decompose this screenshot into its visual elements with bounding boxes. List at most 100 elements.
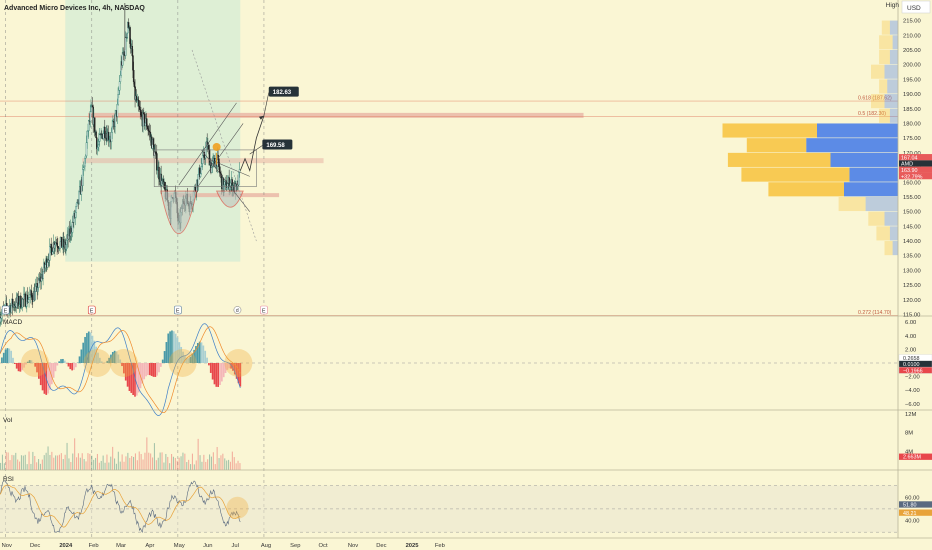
volume-profile-bar-down [884,94,898,109]
volume-profile-bar-down [892,241,898,256]
candle-body [207,145,210,150]
rsi-pane[interactable]: 60.00 40.00 51.80 48.21 [0,480,932,534]
volume-bar [153,443,155,470]
y-tick-label: 145.00 [903,224,921,230]
volume-bar [5,452,7,470]
macd-histogram-bar [78,356,81,363]
volume-bar [212,452,214,470]
volume-bar [81,453,83,470]
earnings-badge-label: E [176,308,180,314]
target-badge [268,86,299,97]
x-tick-label: Dec [376,543,386,549]
projection-arrowhead [258,115,264,120]
candle-body [129,27,131,44]
macd-histogram-bar [148,363,151,376]
y-tick-label: 210.00 [903,33,921,39]
vol-tick-label: 8M [905,431,913,437]
volume-bar [148,452,150,470]
volume-bar [7,452,9,470]
volume-bar [195,460,197,470]
volume-bar [239,463,241,470]
macd-pane[interactable]: 6.00 4.00 2.00 −2.00 −4.00 −6.00 0.26580.0100−… [0,320,932,416]
volume-bar [55,455,57,470]
candle-body [156,153,158,171]
candle-body [138,100,140,107]
candle-body [89,111,92,122]
macd-histogram-bar [119,359,122,363]
volume-bar [182,452,184,470]
candle-body [85,142,88,157]
macd-histogram-bar [156,363,159,376]
target-value: 169.58 [266,143,285,149]
candle-body [138,106,141,110]
volume-profile-bar-up [879,79,888,94]
y-tick-label: 190.00 [903,92,921,98]
channel-line-upper [178,102,237,186]
volume-profile-bar-down [889,108,898,123]
macd-histogram-bar [145,363,147,377]
volume-bar [193,464,195,470]
volume-profile-bar-up [741,167,850,182]
volume-profile-bar-down [889,49,898,65]
candle-body [226,187,228,191]
macd-histogram-bar [69,363,72,370]
volume-bar [34,456,36,470]
time-axis[interactable]: Nov Dec 2024 Feb Mar Apr May Jun Jul Aug Sep Oct Nov… [2,543,445,549]
volume-bar [117,451,119,470]
price-pane[interactable]: 0.5 (182.30) 0.618 (187.62) 0.272 (114.70)… [0,0,898,538]
macd-histogram-bar [167,333,170,363]
candle-body [98,134,101,142]
macd-histogram-bar [12,357,14,363]
volume-bar [32,451,34,470]
volume-profile-bar-up [879,35,893,50]
x-tick-label: 2025 [406,543,420,549]
volume-bar [142,459,144,470]
volume-profile-bar-down [884,211,898,226]
macd-histogram-bar [221,363,223,382]
candle-body [218,158,220,167]
volume-bar [205,461,207,470]
candle-body [127,22,130,29]
macd-histogram-bar [172,331,175,363]
macd-histogram-bar [200,342,203,363]
macd-badge [898,366,932,374]
macd-histogram-bar [23,363,25,368]
volume-bar [178,457,180,470]
volume-bar [79,457,81,470]
volume-bar [77,453,79,470]
volume-bar [36,462,38,470]
volume-bar [207,459,209,470]
volume-bar [93,459,95,470]
macd-histogram-bar [15,363,18,369]
y-tick-label: 195.00 [903,77,921,83]
macd-histogram-bar [189,356,192,363]
candle-body [118,90,120,95]
volume-profile-bar-up [884,241,893,256]
target-value: 182.63 [273,90,292,96]
volume-pane[interactable]: 12M 8M 4M2.663M [0,412,932,470]
macd-histogram-bar [26,361,29,363]
currency-button[interactable] [901,0,931,14]
volume-profile-bar-up [868,211,885,226]
channel-line-lower [196,123,244,189]
candle-body [49,246,51,261]
candle-body [102,133,105,140]
macd-histogram-bar [71,363,73,371]
candle-body [83,165,85,168]
volume-bar [68,458,70,470]
volume-bar [163,462,165,470]
pin-marker [212,142,221,151]
macd-histogram-bar [196,342,199,363]
volume-bar [17,459,19,470]
high-label: High [886,2,900,9]
macd-histogram-bar [202,345,205,363]
volume-bar [129,457,131,470]
x-tick-label: Feb [89,543,99,549]
candle-body [65,244,67,250]
volume-bar [218,458,220,470]
candle-body [44,264,47,269]
volume-profile-bar-down [889,226,898,241]
y-tick-label: 150.00 [903,210,921,216]
candle-body [56,243,58,247]
